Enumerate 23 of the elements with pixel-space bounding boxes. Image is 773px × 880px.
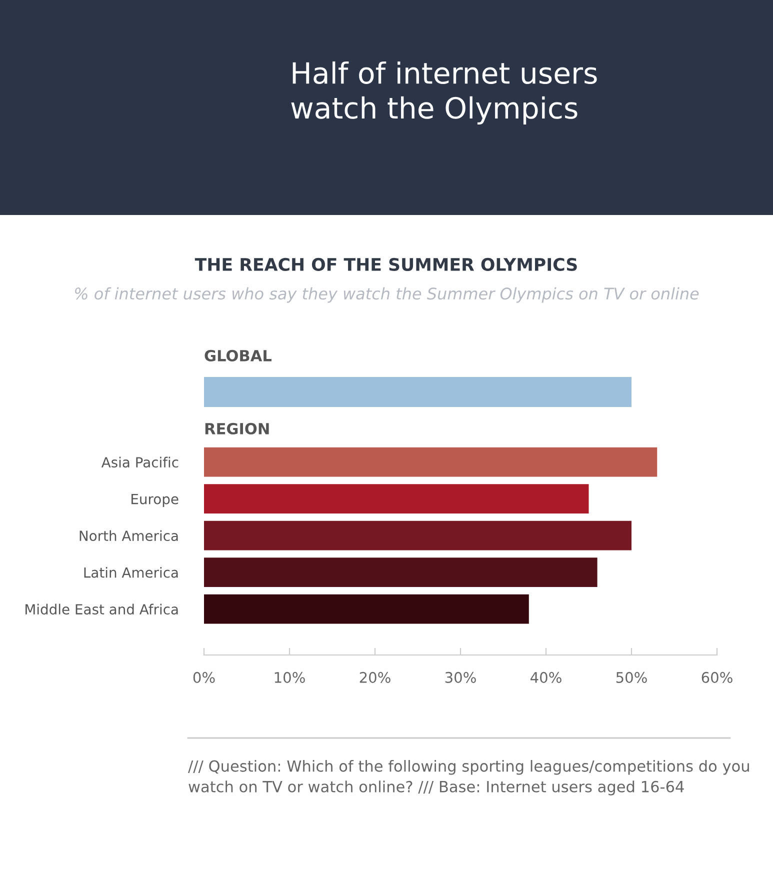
y-tick-label: Europe	[132, 494, 178, 507]
bar	[204, 594, 529, 624]
text: /// Question: Which of the following sporting leagues/competitions do you watch on TV or watch online? /// Base: Internet users aged 16-64	[188, 760, 749, 796]
bar	[204, 484, 589, 514]
y-tick-label: Middle East and Africa	[26, 604, 178, 615]
chart-title: Half of internet users watch the Olympics	[291, 61, 597, 125]
x-tick-label: 0%	[193, 672, 215, 683]
chart-title: REGION	[205, 422, 269, 434]
bar	[204, 558, 598, 588]
text: % of internet users who say they watch the Summer Olympics on TV or online	[75, 287, 699, 303]
y-tick-label: Latin America	[84, 567, 178, 578]
bar	[204, 520, 632, 550]
x-tick-label: 40%	[530, 672, 562, 683]
text: GLOBAL	[204, 350, 272, 362]
bar	[204, 447, 658, 477]
x-tick-label: 20%	[360, 672, 390, 683]
y-tick-label: Asia Pacific	[101, 456, 178, 468]
x-tick-label: 10%	[274, 672, 305, 683]
chart-subtitle: THE REACH OF THE SUMMER OLYMPICS	[194, 258, 577, 272]
y-tick-label: North America	[80, 530, 178, 542]
x-tick-label: 60%	[702, 672, 732, 683]
x-tick-label: 50%	[616, 672, 647, 683]
x-tick-label: 30%	[445, 672, 476, 683]
